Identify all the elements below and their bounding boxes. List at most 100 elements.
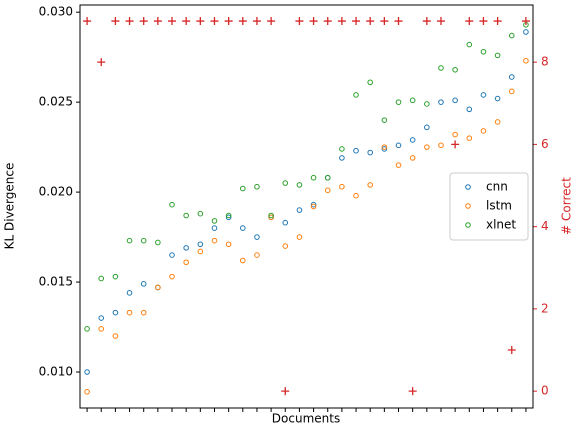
point (211, 237, 218, 244)
point (296, 234, 303, 240)
plus-marker (451, 140, 460, 149)
point (140, 309, 147, 316)
plus-marker (267, 17, 276, 26)
legend-marker (465, 222, 471, 228)
point (395, 162, 402, 168)
point (438, 142, 444, 149)
point (282, 180, 289, 186)
plus-marker (366, 17, 375, 26)
point (126, 290, 133, 296)
plus-marker (252, 17, 261, 26)
point (466, 41, 473, 48)
y2-axis-label: # Correct (560, 177, 574, 235)
point (183, 245, 189, 251)
point (126, 309, 133, 316)
point (98, 275, 105, 282)
y-tick-label: 0.015 (39, 275, 73, 289)
plus-marker (83, 17, 92, 26)
plot-frame (79, 4, 534, 409)
point (324, 174, 331, 181)
legend-label: xlnet (486, 218, 516, 232)
point (183, 259, 189, 266)
point (310, 174, 317, 181)
point (183, 212, 189, 219)
point (480, 92, 487, 98)
point (225, 214, 232, 221)
point (197, 210, 204, 217)
point (367, 79, 374, 86)
point (296, 207, 303, 213)
plus-marker (394, 17, 403, 26)
plus-marker (521, 17, 530, 26)
point (98, 326, 105, 332)
point (310, 201, 317, 208)
point (452, 131, 458, 138)
point (324, 187, 331, 194)
x-axis-label: Documents (272, 412, 340, 426)
plus-marker (281, 387, 290, 396)
point (353, 92, 359, 98)
point (197, 248, 204, 255)
plus-marker (125, 17, 134, 26)
point (523, 57, 529, 64)
point (494, 95, 501, 102)
point (480, 128, 487, 134)
point (409, 155, 416, 161)
y-tick-label: 0.010 (39, 365, 73, 379)
point (381, 117, 388, 123)
plus-marker (479, 17, 488, 26)
plus-marker (182, 17, 191, 26)
y-tick-label: 0.020 (39, 185, 73, 199)
plus-marker (97, 58, 106, 67)
point (112, 273, 119, 280)
point (494, 52, 501, 59)
plus-marker (422, 17, 431, 26)
y2-tick-label: 0 (541, 384, 549, 398)
legend-label: cnn (486, 180, 508, 194)
y-axis-label: KL Divergence (3, 163, 17, 250)
plus-marker (507, 346, 516, 355)
point (494, 119, 501, 125)
point (140, 281, 147, 287)
point (409, 137, 416, 143)
point (169, 273, 175, 280)
plus-marker (111, 17, 120, 26)
y2-tick-label: 8 (541, 55, 549, 69)
point (239, 225, 246, 231)
point (438, 99, 444, 105)
legend-label: lstm (486, 199, 512, 213)
point (169, 201, 175, 208)
point (84, 389, 90, 395)
point (225, 241, 232, 248)
point (254, 252, 260, 258)
plus-marker (337, 17, 346, 26)
plus-marker (380, 17, 389, 26)
point (112, 309, 119, 316)
point (310, 203, 317, 210)
point (254, 183, 260, 190)
plus-marker (493, 17, 502, 26)
point (282, 243, 289, 249)
plus-marker (295, 17, 304, 26)
point (84, 369, 90, 375)
plus-marker (436, 17, 445, 26)
point (339, 183, 345, 190)
point (197, 241, 204, 248)
point (353, 192, 359, 199)
point (395, 99, 402, 105)
point (508, 88, 515, 95)
point (466, 135, 473, 141)
point (424, 144, 430, 150)
point (254, 234, 260, 240)
plus-marker (309, 17, 318, 26)
point (353, 147, 359, 154)
point (225, 212, 232, 219)
y-tick-label: 0.030 (39, 5, 73, 19)
point (126, 237, 133, 244)
point (84, 326, 90, 332)
plus-marker (408, 387, 417, 396)
point (140, 237, 147, 244)
point (424, 124, 430, 131)
point (523, 29, 529, 35)
